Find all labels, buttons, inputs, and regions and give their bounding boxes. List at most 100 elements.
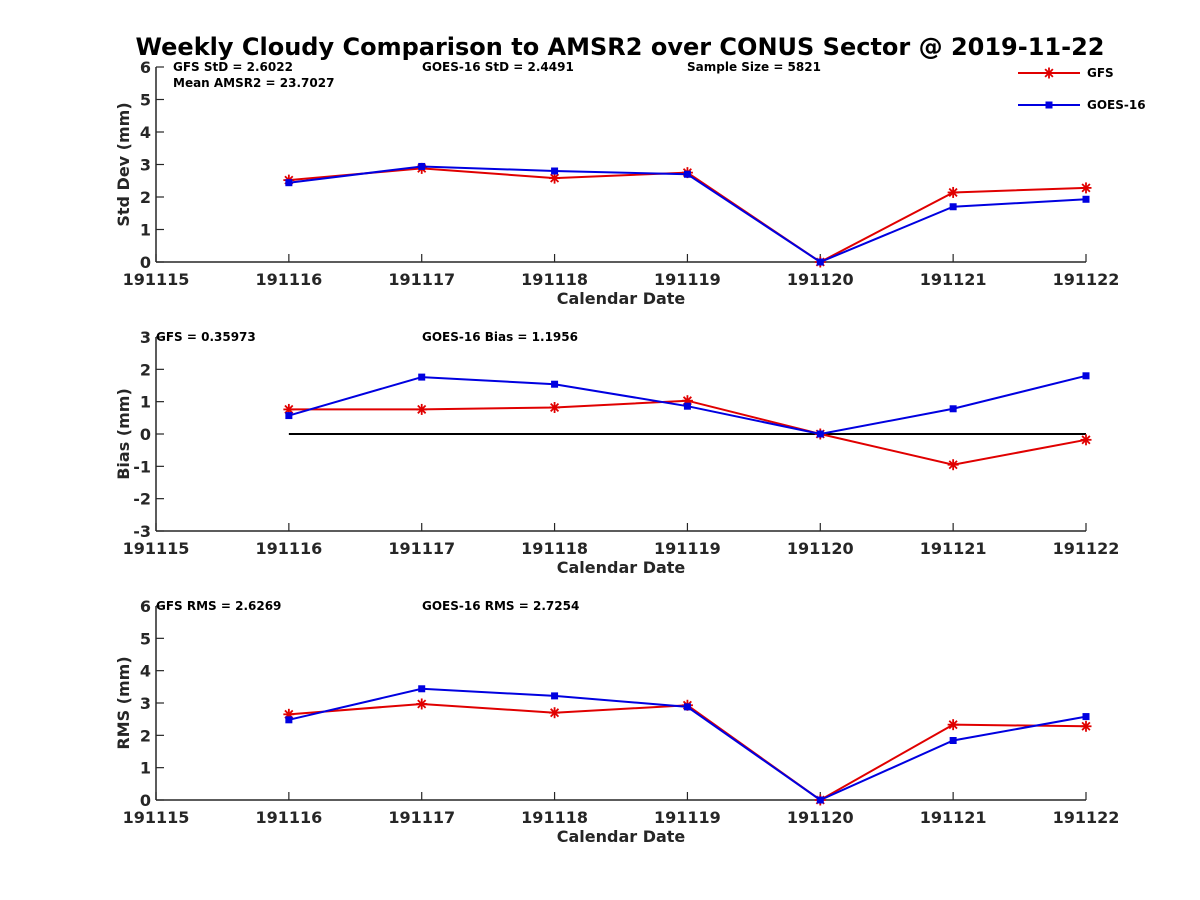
goes16-data-point [816, 796, 824, 804]
y-tick-label: 6 [140, 58, 151, 77]
y-tick-label: 3 [140, 328, 151, 347]
x-tick-label: 191122 [1053, 539, 1120, 558]
gfs-data-point [549, 401, 561, 413]
gfs-series-line [288, 167, 1087, 264]
y-tick-label: 3 [140, 694, 151, 713]
y-tick-label: 1 [140, 221, 151, 240]
gfs-data-point [947, 186, 959, 198]
legend-gfs-marker [1043, 67, 1055, 79]
x-tick-label: 191117 [388, 808, 455, 827]
x-tick-label: 191120 [787, 808, 854, 827]
legend-goes16-label: GOES-16 [1087, 98, 1146, 112]
goes16-data-point [683, 703, 691, 711]
x-tick-label: 191116 [255, 808, 322, 827]
stat-text: GOES-16 Bias = 1.1956 [422, 330, 578, 344]
x-tick-label: 191121 [920, 808, 987, 827]
goes16-data-point [816, 258, 824, 266]
y-tick-label: 2 [140, 360, 151, 379]
gfs-series-line [288, 399, 1087, 466]
gfs-data-point [549, 707, 561, 719]
y-tick-label: 0 [140, 253, 151, 272]
x-tick-label: 191115 [123, 808, 190, 827]
y-tick-label: 0 [140, 791, 151, 810]
y-tick-label: 2 [140, 188, 151, 207]
gfs-data-point [283, 403, 295, 415]
gfs-data-point [416, 698, 428, 710]
x-tick-label: 191115 [123, 270, 190, 289]
gfs-data-point [1080, 720, 1092, 732]
gfs-data-point [1080, 434, 1092, 446]
stat-text: GFS = 0.35973 [156, 330, 256, 344]
gfs-series-line [288, 702, 1087, 802]
legend: GFS GOES-16 [1018, 66, 1146, 112]
y-tick-label: 4 [140, 123, 151, 142]
x-tick-label: 191120 [787, 270, 854, 289]
gfs-data-point [947, 459, 959, 471]
x-tick-label: 191121 [920, 270, 987, 289]
x-tick-label: 191119 [654, 808, 721, 827]
legend-goes16-marker [1045, 101, 1053, 109]
x-tick-label: 191122 [1053, 808, 1120, 827]
stat-text: GOES-16 RMS = 2.7254 [422, 599, 579, 613]
goes16-data-point [418, 373, 426, 381]
x-tick-label: 191120 [787, 539, 854, 558]
x-tick-label: 191118 [521, 270, 588, 289]
goes16-data-point [1082, 713, 1090, 721]
y-tick-label: 5 [140, 629, 151, 648]
gfs-data-point [1080, 182, 1092, 194]
goes16-data-point [949, 405, 957, 413]
goes16-data-point [551, 380, 559, 388]
goes16-data-point [683, 170, 691, 178]
y-tick-label: 3 [140, 156, 151, 175]
x-tick-label: 191121 [920, 539, 987, 558]
stat-text: Sample Size = 5821 [687, 60, 821, 74]
y-tick-label: 0 [140, 425, 151, 444]
y-tick-label: 4 [140, 662, 151, 681]
x-axis-label: Calendar Date [557, 289, 686, 308]
y-tick-label: 1 [140, 393, 151, 412]
x-tick-label: 191118 [521, 808, 588, 827]
y-axis-label: Bias (mm) [114, 388, 133, 480]
goes16-data-point [418, 685, 426, 693]
y-axis-label: Std Dev (mm) [114, 102, 133, 226]
stat-text: GOES-16 StD = 2.4491 [422, 60, 574, 74]
x-tick-label: 191116 [255, 270, 322, 289]
y-tick-label: 2 [140, 726, 151, 745]
stat-text: GFS StD = 2.6022 [173, 60, 293, 74]
gfs-data-point [416, 403, 428, 415]
x-tick-label: 191117 [388, 270, 455, 289]
goes16-data-point [816, 430, 824, 438]
rms-panel: 0 1 2 3 4 5 6 191115 191116 191117 191118 191119 191… [114, 597, 1119, 846]
x-tick-label: 191115 [123, 539, 190, 558]
y-axis-label: RMS (mm) [114, 656, 133, 749]
goes16-data-point [418, 162, 426, 170]
x-axis-label: Calendar Date [557, 558, 686, 577]
x-tick-label: 191116 [255, 539, 322, 558]
x-tick-label: 191119 [654, 539, 721, 558]
y-tick-label: 5 [140, 91, 151, 110]
goes16-data-point [285, 179, 293, 187]
stddev-panel: 0 1 2 3 4 5 6 191115 191116 191117 191118 191119 191… [114, 58, 1119, 308]
goes16-data-point [1082, 372, 1090, 380]
x-tick-label: 191118 [521, 539, 588, 558]
legend-gfs-label: GFS [1087, 66, 1114, 80]
goes16-data-point [949, 203, 957, 211]
y-tick-label: -2 [133, 490, 151, 509]
x-tick-label: 191117 [388, 539, 455, 558]
y-tick-label: 1 [140, 759, 151, 778]
goes16-data-point [551, 167, 559, 175]
legend-goes16-square-marker [1045, 101, 1053, 109]
chart-title: Weekly Cloudy Comparison to AMSR2 over C… [136, 33, 1105, 61]
x-axis-label: Calendar Date [557, 827, 686, 846]
stat-text: Mean AMSR2 = 23.7027 [173, 76, 334, 90]
bias-panel: -3 -2 -1 0 1 2 3 191115 191116 191117 191118 191119… [114, 328, 1119, 577]
legend-gfs-asterisk-marker [1043, 67, 1055, 79]
goes16-data-point [949, 737, 957, 745]
goes16-data-point [551, 692, 559, 700]
goes16-data-point [285, 412, 293, 420]
y-tick-label: -3 [133, 522, 151, 541]
stat-text: GFS RMS = 2.6269 [156, 599, 281, 613]
goes16-data-point [285, 716, 293, 724]
x-tick-label: 191119 [654, 270, 721, 289]
